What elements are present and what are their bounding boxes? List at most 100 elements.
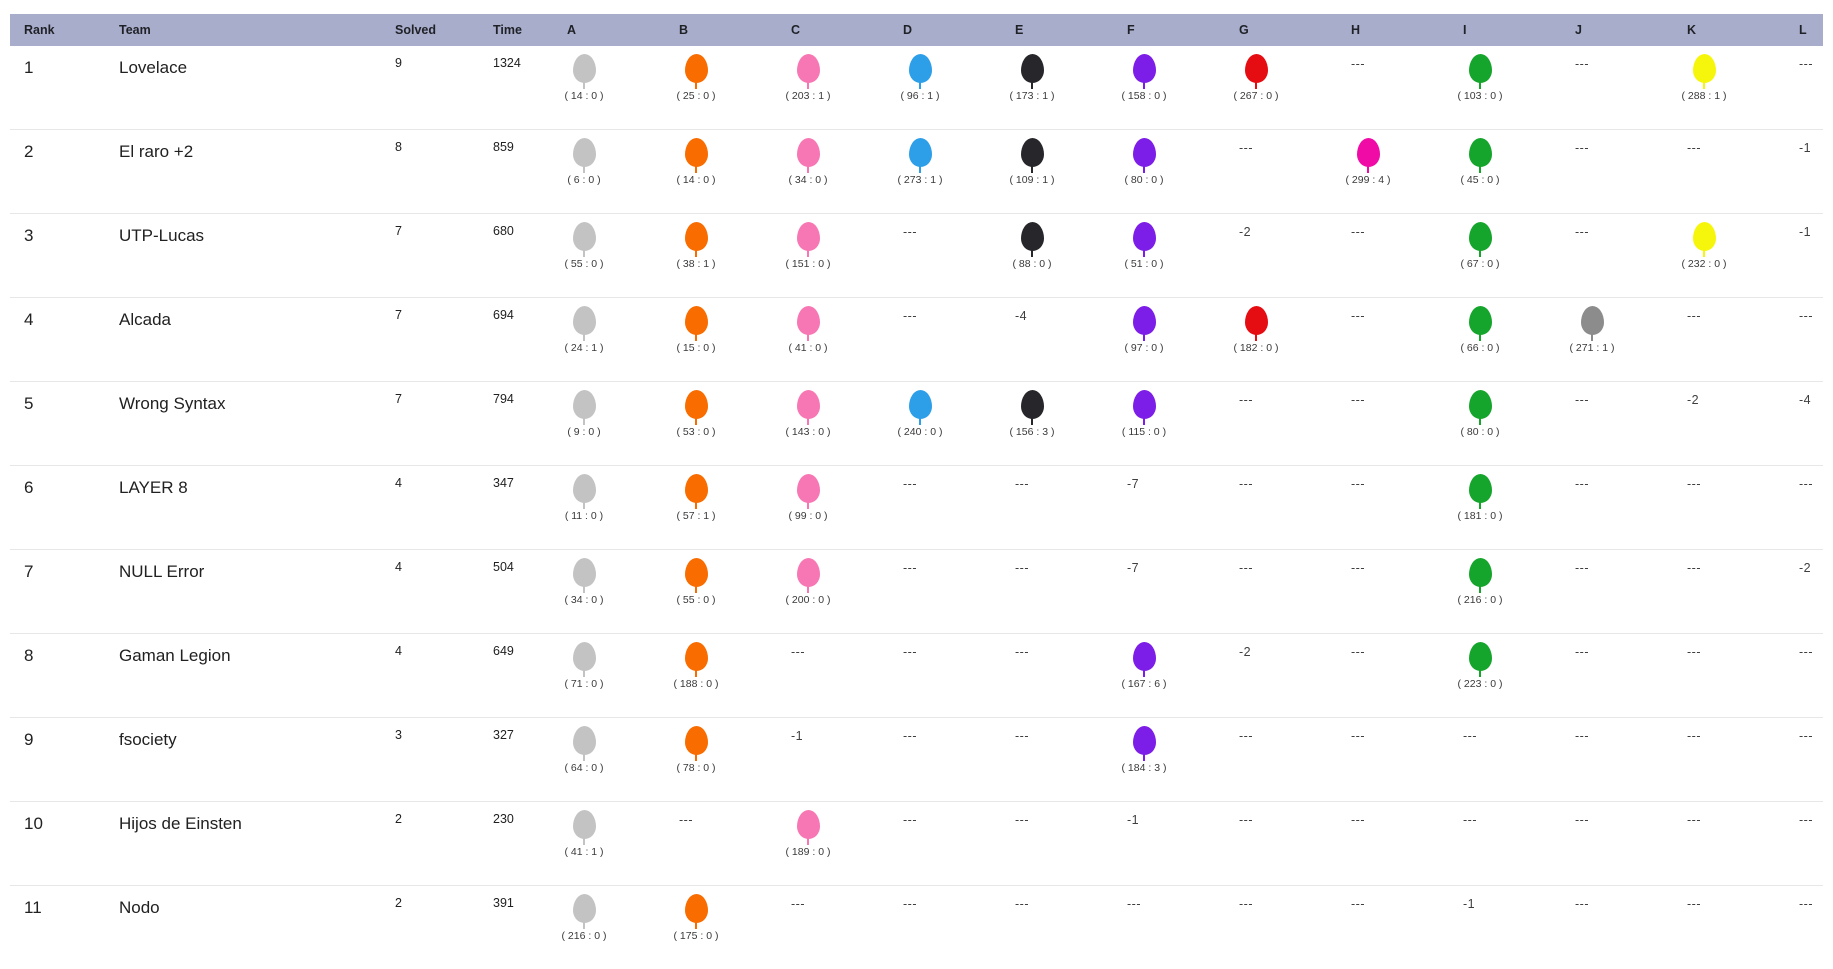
problem-cell-C: ( 189 : 0 ) (787, 802, 899, 886)
balloon-label: ( 151 : 0 ) (786, 258, 831, 270)
balloon-icon (685, 558, 708, 587)
problem-cell-H: --- (1347, 466, 1459, 550)
solved-balloon-wrap: ( 53 : 0 ) (665, 390, 727, 438)
empty-marker: --- (1575, 54, 1589, 71)
solved-balloon-wrap: ( 156 : 3 ) (1001, 390, 1063, 438)
problem-cell-G: -2 (1235, 634, 1347, 718)
solved-cell: 4 (381, 634, 479, 718)
problem-cell-G: --- (1235, 718, 1347, 802)
empty-marker: --- (1799, 306, 1813, 323)
balloon-label: ( 216 : 0 ) (562, 930, 607, 942)
problem-cell-H: --- (1347, 634, 1459, 718)
problem-cell-F: -7 (1123, 466, 1235, 550)
problem-cell-L: --- (1795, 46, 1823, 130)
empty-marker: --- (1239, 138, 1253, 155)
balloon-icon (1469, 558, 1492, 587)
failed-attempts-count: -4 (1015, 306, 1027, 323)
solved-cell: 2 (381, 802, 479, 886)
empty-marker: --- (1351, 810, 1365, 827)
rank-cell: 7 (10, 550, 105, 634)
problem-cell-G: --- (1235, 130, 1347, 214)
solved-balloon-wrap: ( 267 : 0 ) (1225, 54, 1287, 102)
problem-cell-A: ( 9 : 0 ) (563, 382, 675, 466)
problem-cell-H: --- (1347, 802, 1459, 886)
rank-cell: 10 (10, 802, 105, 886)
team-name: Wrong Syntax (105, 382, 381, 466)
empty-marker: --- (903, 474, 917, 491)
balloon-icon (1469, 306, 1492, 335)
balloon-label: ( 216 : 0 ) (1458, 594, 1503, 606)
balloon-label: ( 14 : 0 ) (676, 174, 715, 186)
balloon-icon (573, 222, 596, 251)
solved-balloon-wrap: ( 115 : 0 ) (1113, 390, 1175, 438)
problem-cell-J: --- (1571, 634, 1683, 718)
balloon-icon (685, 894, 708, 923)
solved-balloon-wrap: ( 24 : 1 ) (553, 306, 615, 354)
column-header-problem-G: G (1235, 14, 1347, 46)
failed-attempts-count: -1 (1463, 894, 1475, 911)
problem-cell-E: --- (1011, 718, 1123, 802)
problem-cell-L: -1 (1795, 214, 1823, 298)
solved-balloon-wrap: ( 67 : 0 ) (1449, 222, 1511, 270)
solved-balloon-wrap: ( 271 : 1 ) (1561, 306, 1623, 354)
balloon-icon (797, 474, 820, 503)
problem-cell-A: ( 71 : 0 ) (563, 634, 675, 718)
column-header-problem-E: E (1011, 14, 1123, 46)
problem-cell-J: --- (1571, 214, 1683, 298)
solved-balloon-wrap: ( 103 : 0 ) (1449, 54, 1511, 102)
empty-marker: --- (1575, 642, 1589, 659)
team-name: Alcada (105, 298, 381, 382)
failed-attempts-count: -7 (1127, 558, 1139, 575)
problem-cell-G: ( 182 : 0 ) (1235, 298, 1347, 382)
solved-balloon-wrap: ( 25 : 0 ) (665, 54, 727, 102)
problem-cell-A: ( 11 : 0 ) (563, 466, 675, 550)
problem-cell-J: --- (1571, 46, 1683, 130)
problem-cell-J: --- (1571, 130, 1683, 214)
problem-cell-E: ( 88 : 0 ) (1011, 214, 1123, 298)
balloon-label: ( 223 : 0 ) (1458, 678, 1503, 690)
empty-marker: --- (1575, 726, 1589, 743)
solved-balloon-wrap: ( 96 : 1 ) (889, 54, 951, 102)
problem-cell-C: ( 151 : 0 ) (787, 214, 899, 298)
balloon-label: ( 25 : 0 ) (676, 90, 715, 102)
solved-balloon-wrap: ( 55 : 0 ) (553, 222, 615, 270)
balloon-icon (685, 726, 708, 755)
balloon-label: ( 96 : 1 ) (900, 90, 939, 102)
balloon-icon (1133, 306, 1156, 335)
problem-cell-L: -1 (1795, 130, 1823, 214)
problem-cell-B: ( 55 : 0 ) (675, 550, 787, 634)
balloon-label: ( 181 : 0 ) (1458, 510, 1503, 522)
balloon-label: ( 64 : 0 ) (564, 762, 603, 774)
problem-cell-D: ( 273 : 1 ) (899, 130, 1011, 214)
problem-cell-G: --- (1235, 382, 1347, 466)
balloon-icon (1469, 222, 1492, 251)
failed-attempts-count: -1 (791, 726, 803, 743)
empty-marker: --- (1351, 642, 1365, 659)
balloon-icon (685, 138, 708, 167)
problem-cell-J: ( 271 : 1 ) (1571, 298, 1683, 382)
balloon-icon (573, 474, 596, 503)
empty-marker: --- (1799, 726, 1813, 743)
problem-cell-A: ( 41 : 1 ) (563, 802, 675, 886)
problem-cell-C: ( 143 : 0 ) (787, 382, 899, 466)
problem-cell-E: --- (1011, 466, 1123, 550)
problem-cell-C: -1 (787, 718, 899, 802)
time-cell: 680 (479, 214, 563, 298)
balloon-icon (685, 222, 708, 251)
balloon-icon (797, 54, 820, 83)
problem-cell-J: --- (1571, 466, 1683, 550)
balloon-icon (1357, 138, 1380, 167)
solved-cell: 2 (381, 886, 479, 969)
solved-balloon-wrap: ( 188 : 0 ) (665, 642, 727, 690)
problem-cell-K: --- (1683, 130, 1795, 214)
time-cell: 694 (479, 298, 563, 382)
column-header-problem-K: K (1683, 14, 1795, 46)
balloon-icon (573, 894, 596, 923)
column-header-problem-L: L (1795, 14, 1823, 46)
team-name: fsociety (105, 718, 381, 802)
balloon-icon (909, 390, 932, 419)
